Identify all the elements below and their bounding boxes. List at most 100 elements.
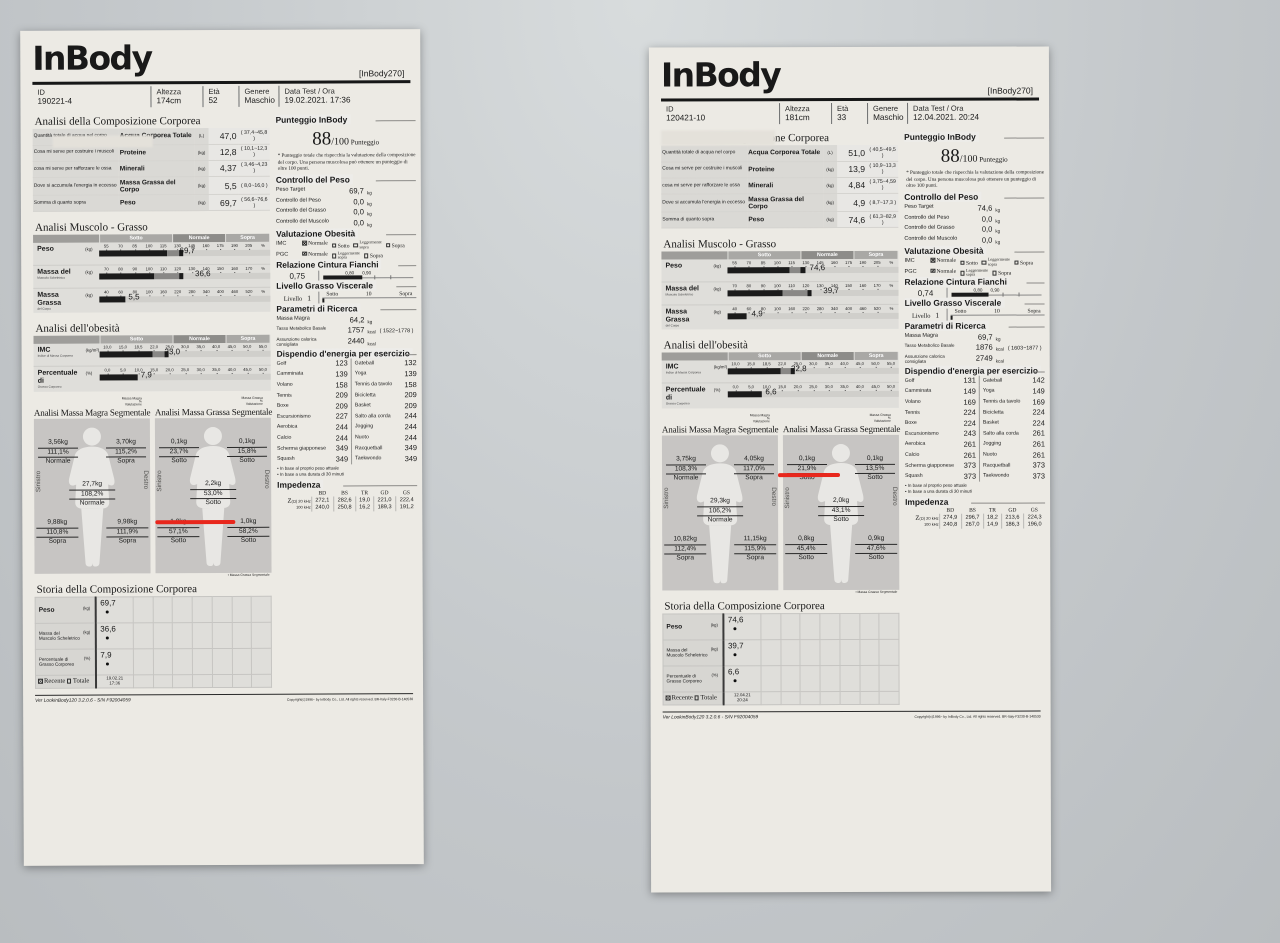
software-version: Ver LookinBody120 3.2.0.6 - S/N F9200405… (662, 714, 759, 721)
weight-control-row: Controllo del Muscolo 0,0 kg (904, 235, 1044, 244)
exercise-name-a: Calcio (276, 434, 292, 441)
subject-id-label: ID (37, 87, 45, 97)
inbody-score-title-text: Punteggio InBody (904, 132, 979, 143)
history-row-sublabel: Muscolo Scheletrico (666, 652, 708, 658)
obesity-eval-option[interactable]: Leggermente sopra (353, 240, 382, 249)
fat-segmental-arm_r-eval: Sotto (239, 457, 255, 465)
obesity-eval-option-checked[interactable]: Normale (302, 241, 328, 247)
exercise-kcal-a: 149 (963, 386, 976, 396)
exercise-kcal-b: 142 (1032, 375, 1045, 385)
fat-segmental-topnote: Massa Grassa% Valutazione (783, 412, 899, 424)
history-empty-cell (192, 674, 213, 688)
exercise-note: • In base a una durata di 30 minuti (905, 488, 972, 494)
exercise-name-b: Taekwondo (979, 470, 1027, 482)
obesity-eval-option[interactable]: Leggermente sopra (981, 257, 1010, 266)
obesity-eval-options[interactable]: Leggermente sopra Sopra (960, 267, 1015, 277)
muscle-fat-row-unit: (kg) (713, 263, 721, 269)
impedance-value: 296,7 (961, 513, 984, 522)
tick-label: 50,0 (255, 367, 271, 374)
obesity-row-sublabel: Indice di Massa Corporea (37, 353, 73, 359)
cell-unit: (L) (194, 128, 209, 145)
obesity-eval-option-checked[interactable]: Normale (930, 258, 956, 264)
history-mode-total[interactable] (693, 695, 701, 702)
subject-gender: Genere Maschio (867, 102, 908, 125)
obesity-eval-row[interactable]: IMC Normale Sotto Leggermente sopra Sopra (276, 240, 416, 250)
obesity-eval-options[interactable]: Sotto Leggermente sopra Sopra (960, 257, 1037, 267)
obesity-eval-option[interactable]: Leggermente sopra (960, 267, 988, 277)
left-column: Analisi della Composizione CorporeaQuant… (661, 132, 900, 706)
history-mode-cell[interactable]: Recente Totale (663, 691, 724, 705)
obesity-eval-row[interactable]: PGC Normale Leggermente sopra Sopra (904, 267, 1044, 277)
visceral-level-value: 1 (307, 293, 311, 303)
body-composition-table[interactable]: Quantità totale di acqua nel corpo Acqua … (661, 145, 899, 229)
history-mode-cell[interactable]: Recente Totale (35, 674, 96, 689)
fat-segmental-arm_l-kg: 0,1kg (786, 454, 827, 465)
muscle-fat-row: Massa Grassa del Corpo (kg) 40 60 80 100 160 220… (662, 305, 899, 328)
inbody-result-sheet-left[interactable]: InBody [InBody270] ID 190221-4 Altezza 174cm E… (20, 29, 424, 866)
table-row: cosa mi serve per rafforzare le ossa Mine… (32, 160, 270, 178)
weight-control-key: Controllo del Grasso (904, 224, 955, 232)
obesity-eval-title-text: Valutazione Obesità (904, 246, 987, 257)
history-empty-cell (152, 622, 173, 649)
exercise-name-a: Escursionismo (904, 430, 939, 437)
history-empty-cell (192, 622, 213, 649)
obesity-eval-options[interactable]: Sotto Leggermente sopra Sopra (331, 240, 409, 250)
muscle-fat-row-fill (99, 296, 126, 303)
inbody-result-sheet-right[interactable]: InBody [InBody270] ID 120421-10 Altezza 181cm… (648, 46, 1052, 893)
obesity-eval-row[interactable]: IMC Normale Sotto Leggermente sopra Sopra (904, 257, 1044, 267)
obesity-eval-option-checked[interactable]: Normale (302, 251, 328, 257)
lean-segmental-arm_l-pct: 111,1% (38, 448, 79, 459)
exercise-kcal-a: 244 (335, 422, 348, 432)
impedance-value: 240,0 (311, 504, 334, 512)
weight-control-value: 0,0 (981, 214, 993, 224)
obesity-eval-option[interactable]: Sopra (363, 253, 383, 259)
exercise-kcal-a: 224 (963, 418, 976, 428)
lean-segmental-right-label: Destro (770, 487, 778, 506)
cell-name: Massa Grassa del Corpo (118, 176, 195, 196)
exercise-kcal-b: 349 (404, 453, 418, 463)
cell-name: Minerali (747, 177, 824, 194)
obesity-eval-option[interactable]: Sopra (1013, 260, 1033, 266)
history-empty-cell (192, 596, 213, 623)
fat-segmental-footnote: • Massa Grassa Segmentale (227, 572, 270, 577)
history-table[interactable]: (kg) Peso 69,7 (kg) Massa del Muscolo Schelet… (34, 595, 273, 689)
obesity-eval-option[interactable]: Sotto (331, 243, 350, 249)
obesity-eval-options[interactable]: Leggermente sopra Sopra (331, 250, 387, 260)
history-row-sublabel: Grasso Corporeo (666, 678, 702, 684)
exercise-name-b: Bicicletta (351, 389, 398, 401)
obesity-eval-option[interactable]: Sopra (385, 243, 405, 249)
obesity-eval-option[interactable]: Sotto (960, 260, 978, 266)
tick-label: 50,0 (883, 384, 899, 391)
test-datetime-value: 12.04.2021. 20:24 (913, 112, 980, 122)
fat-segmental-leg_r-eval: Sotto (868, 554, 884, 562)
history-empty-cell (251, 648, 272, 675)
history-empty-cell (153, 674, 173, 688)
obesity-eval-option-label: Leggermente sopra (337, 250, 360, 260)
tick-label: 10,0 (728, 362, 744, 369)
fat-segmental-leg_r-pct: 47,6% (855, 544, 898, 555)
lean-segmental-left-label: Sinistro (35, 470, 43, 493)
impedance-title: Impedenza (905, 496, 1045, 507)
cell-name: Proteine (118, 144, 195, 161)
subject-id-value: 190221-4 (37, 96, 73, 106)
obesity-eval-option[interactable]: Leggermente sopra (331, 250, 360, 260)
exercise-name-b: Jogging (979, 438, 1026, 450)
cell-desc: Cosa mi serve per costruire i muscoli (32, 144, 119, 162)
research-value: 2440 (347, 336, 365, 346)
tick-label: 280 (813, 306, 827, 313)
obesity-eval-option[interactable]: Sopra (992, 271, 1011, 277)
history-mode-total[interactable] (65, 678, 73, 685)
whr-bar (323, 275, 363, 280)
header-rule (32, 80, 411, 85)
exercise-name-a: Volano (904, 398, 921, 405)
history-row-unit: (%) (711, 672, 719, 678)
impedance-value: 19,0 (355, 496, 374, 505)
table-row: 100 kHz 240,8 267,0 14,9 186,3 196,0 (905, 521, 1046, 529)
cell-name: Proteine (747, 161, 824, 178)
muscle-fat-bars: Sotto Normale Sopra Peso (kg) 55 70 85 100 115 130… (661, 251, 899, 330)
history-table[interactable]: (kg) Peso 74,6 (kg) Massa del Muscolo Schelet… (662, 612, 900, 706)
tick-label: 115 (156, 244, 170, 251)
obesity-eval-option-checked[interactable]: Normale (930, 269, 956, 275)
history-section: Storia della Composizione Corporea (kg) Pe… (34, 583, 273, 689)
inbody-score-value-wrap: 88/100 Punteggio (904, 146, 1044, 168)
